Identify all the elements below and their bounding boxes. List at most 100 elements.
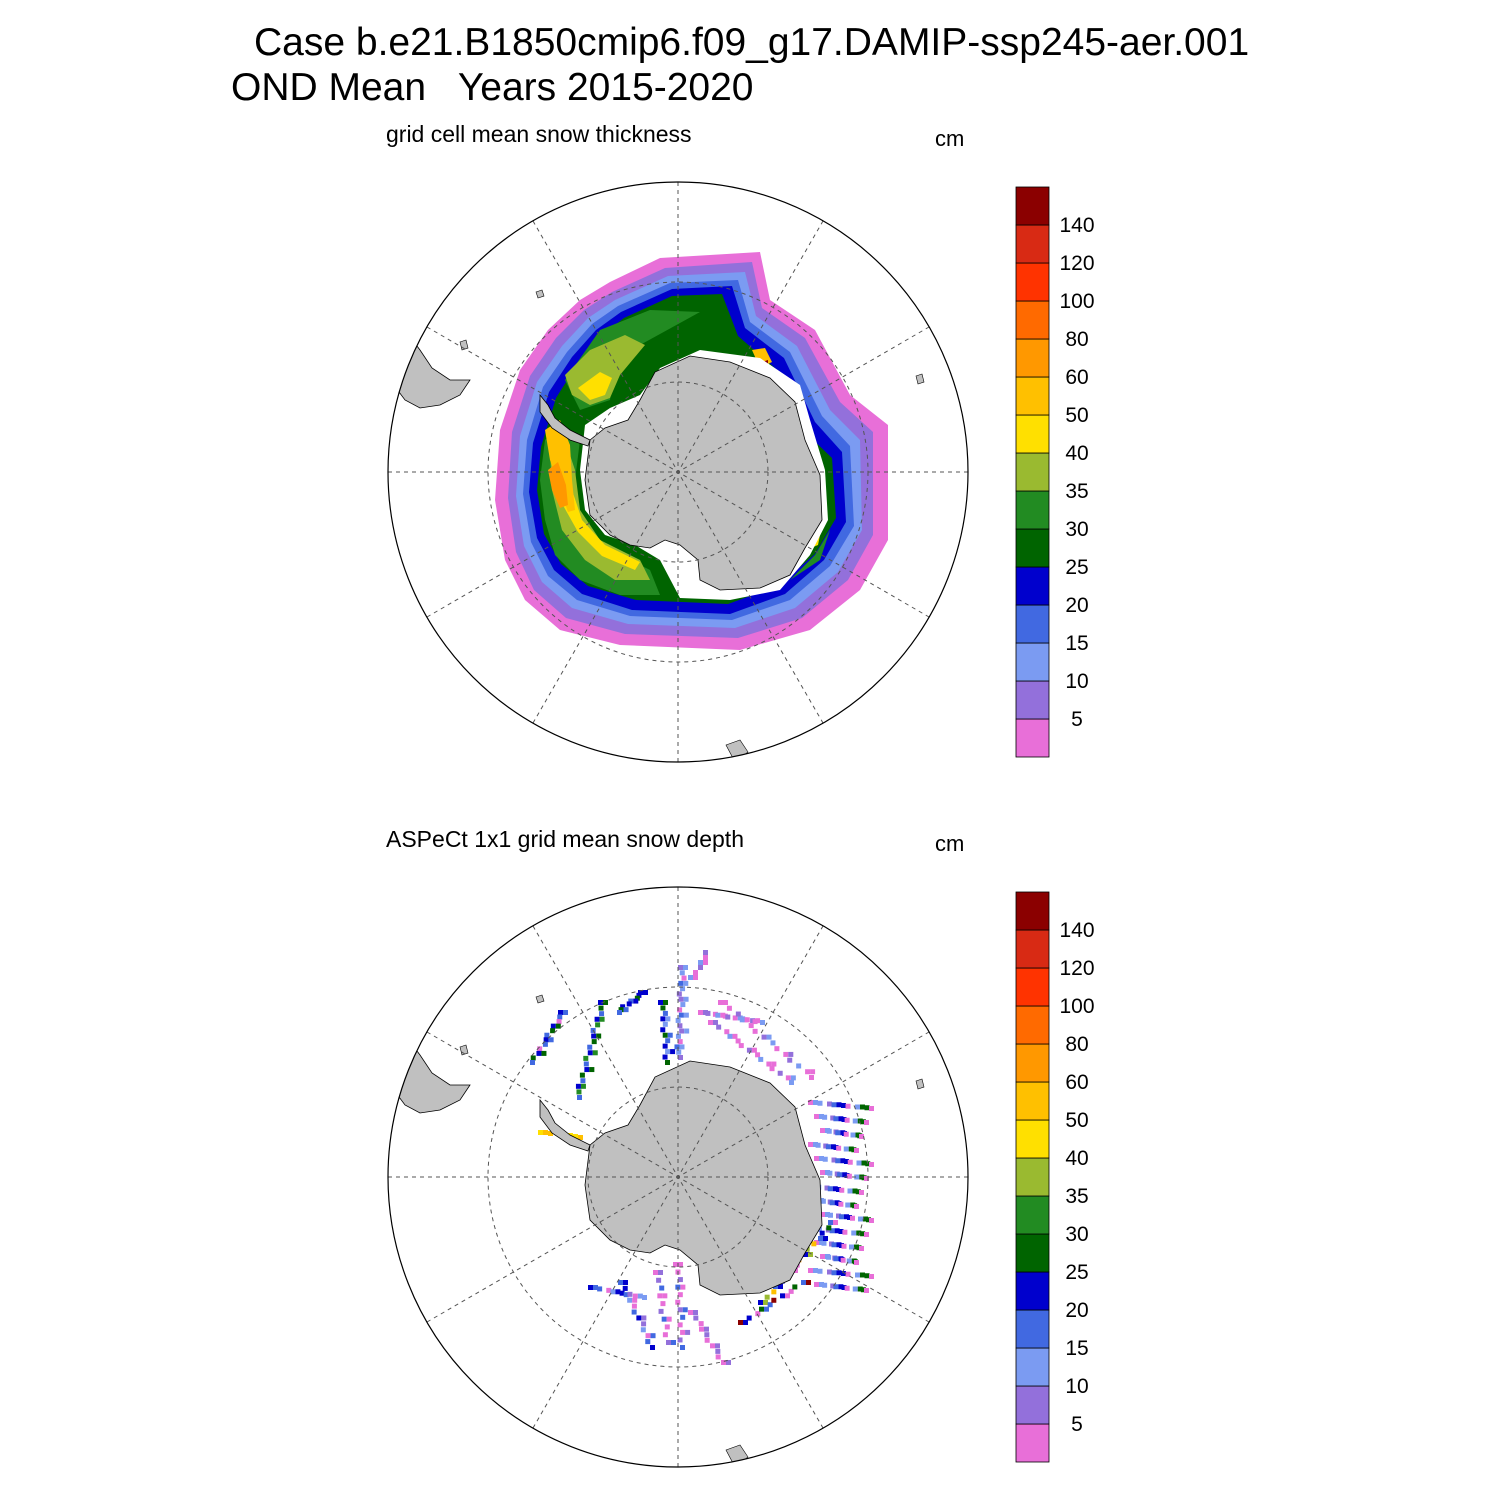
obs-cell (675, 1299, 681, 1305)
colorbar-tick-label: 10 (1065, 670, 1088, 693)
obs-cell (632, 1293, 638, 1299)
obs-cell (636, 1315, 642, 1321)
obs-cell (752, 1028, 758, 1034)
obs-cell (840, 1257, 846, 1263)
colorbar-swatch (1015, 1347, 1050, 1387)
obs-cell (530, 1055, 536, 1061)
obs-cell (815, 1142, 821, 1148)
obs-cell (864, 1105, 870, 1111)
colorbar-tick-label: 20 (1065, 1299, 1088, 1322)
colorbar-swatch (1015, 1309, 1050, 1349)
obs-cell (623, 1280, 628, 1285)
map-boundary (387, 181, 969, 763)
obs-cell (633, 998, 639, 1004)
obs-cell (555, 1023, 561, 1029)
colorbar-tick-label: 80 (1065, 328, 1088, 351)
obs-cell (860, 1287, 866, 1293)
obs-cell (663, 1000, 668, 1005)
obs-cell (698, 1321, 704, 1327)
obs-cell (814, 1114, 819, 1119)
obs-cell (838, 1284, 844, 1290)
obs-cell (758, 1300, 763, 1305)
colorbar-tick-label: 20 (1065, 594, 1088, 617)
snow-band-80-100 (548, 462, 568, 508)
obs-cell (587, 1050, 593, 1056)
obs-cell (665, 1049, 671, 1055)
obs-cell (732, 1033, 738, 1039)
obs-cell (583, 1061, 589, 1067)
obs-cell (643, 990, 648, 995)
obs-cell (595, 1022, 601, 1028)
obs-cell (855, 1189, 861, 1195)
obs-cell (636, 992, 642, 998)
obs-cell (678, 965, 683, 970)
obs-cell (836, 1187, 841, 1192)
obs-cell (618, 1280, 623, 1285)
obs-cell (662, 1032, 668, 1038)
obs-cell (761, 1034, 767, 1040)
obs-cell (584, 1067, 590, 1073)
colorbar-swatch (1015, 186, 1050, 226)
obs-cell (735, 1011, 741, 1017)
obs-cell (820, 1254, 825, 1259)
obs-cell (854, 1174, 860, 1180)
observation-tracks (530, 950, 874, 1365)
figure-title-period: OND Mean Years 2015-2020 (231, 66, 754, 109)
obs-cell (829, 1228, 835, 1234)
obs-cell (656, 1277, 662, 1283)
obs-cell (814, 1282, 819, 1287)
obs-cell (738, 1043, 744, 1049)
obs-cell (828, 1212, 833, 1218)
obs-cell (841, 1117, 847, 1122)
obs-cell (662, 1332, 668, 1338)
obs-cell (671, 1340, 676, 1345)
obs-cell (677, 1322, 683, 1328)
colorbar-swatch (1015, 1385, 1050, 1425)
obs-cell (576, 1089, 582, 1095)
obs-cell (580, 1078, 586, 1084)
obs-cell (780, 1293, 785, 1299)
obs-cell (743, 1320, 748, 1325)
obs-cell (855, 1272, 860, 1278)
colorbar-swatch (1015, 1005, 1050, 1045)
obs-cell (796, 1063, 802, 1069)
obs-cell (844, 1117, 850, 1123)
obs-cell (808, 1268, 813, 1273)
obs-cell (764, 1294, 770, 1300)
obs-cell (627, 1291, 633, 1297)
obs-cell (836, 1102, 842, 1108)
colorbar-tick-label: 5 (1071, 708, 1083, 731)
obs-cell (544, 1032, 550, 1038)
colorbar-tick-label: 100 (1059, 995, 1094, 1018)
obs-cell (820, 1170, 825, 1175)
obs-cell (606, 1287, 612, 1293)
obs-cell (675, 1033, 681, 1039)
obs-cell (592, 1050, 598, 1056)
obs-cell (817, 1268, 823, 1274)
obs-cell (642, 1295, 647, 1300)
obs-cell (683, 996, 689, 1002)
obs-cell (769, 1066, 775, 1072)
obs-cell (820, 1128, 825, 1133)
obs-cell (699, 1326, 704, 1332)
obs-cell (844, 1285, 850, 1291)
obs-cell (637, 1293, 643, 1299)
obs-cell (846, 1173, 852, 1179)
obs-cell (634, 995, 640, 1001)
obs-cell (739, 1017, 745, 1023)
islands (725, 1444, 749, 1467)
obs-cell (678, 1262, 683, 1267)
graticule (388, 887, 968, 1467)
obs-cell (710, 1343, 715, 1349)
obs-cell (588, 1285, 593, 1290)
obs-cell (869, 1162, 874, 1167)
obs-cell (704, 1326, 709, 1332)
obs-cell (850, 1215, 855, 1221)
obs-cell (627, 1297, 633, 1303)
obs-cell (751, 1047, 757, 1053)
obs-cell (723, 1000, 728, 1005)
colorbar-swatch (1015, 1119, 1050, 1159)
obs-cell (777, 1070, 783, 1076)
obs-cell (770, 1040, 776, 1046)
